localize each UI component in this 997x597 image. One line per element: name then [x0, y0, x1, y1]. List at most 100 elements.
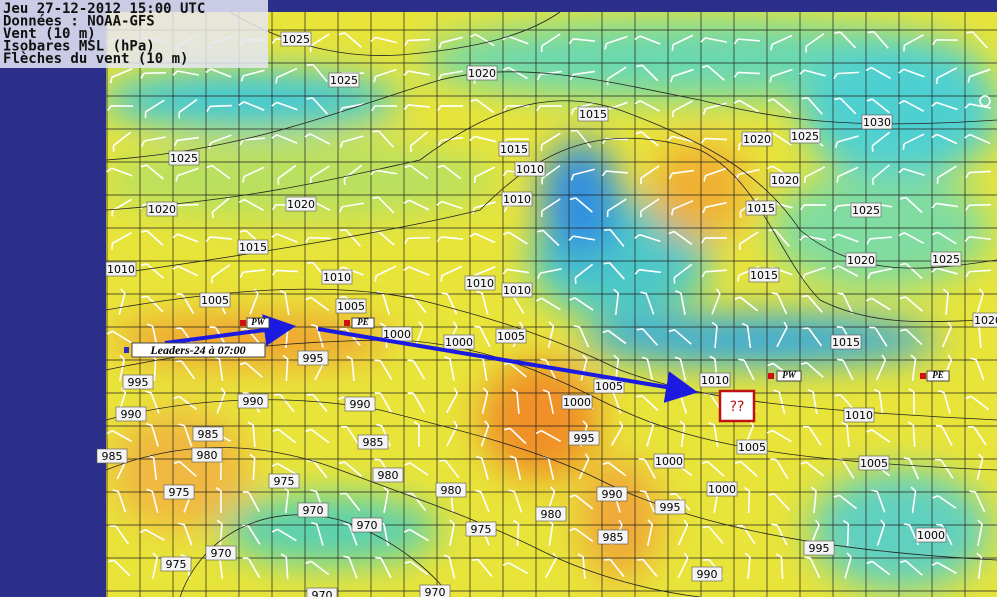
wind-arrow — [106, 330, 132, 344]
wind-arrow — [144, 99, 165, 118]
wind-arrow — [869, 326, 888, 347]
wind-arrow — [744, 486, 751, 514]
isobar-value: 1005 — [738, 441, 766, 454]
wind-arrow — [537, 268, 562, 279]
wind-arrow — [578, 453, 590, 480]
wind-arrow — [271, 269, 299, 276]
wind-arrow — [604, 558, 625, 578]
wind-arrow — [570, 129, 592, 149]
isobar-value: 1000 — [917, 529, 945, 542]
wind-arrow — [372, 196, 395, 214]
isobar-label: 1000 — [653, 453, 685, 469]
isobar-value: 1010 — [107, 263, 135, 276]
isobar-value: 990 — [602, 488, 623, 501]
wind-arrow — [247, 421, 256, 448]
wind-arrow — [671, 199, 694, 216]
wind-arrow — [239, 137, 266, 146]
isobar-label: 1010 — [514, 161, 546, 177]
wind-arrow — [173, 395, 198, 411]
wind-arrow — [899, 560, 923, 576]
wind-arrow — [832, 265, 859, 277]
isobar-value: 995 — [128, 376, 149, 389]
isobar-label-box — [466, 65, 498, 81]
wind-arrow — [140, 229, 164, 246]
isobar-label-box — [498, 141, 530, 157]
wind-arrow — [931, 231, 957, 245]
wind-arrow — [446, 387, 458, 414]
isobar-label: 1010 — [321, 269, 353, 285]
isobar-label-box — [192, 426, 224, 442]
wind-arrow — [741, 322, 752, 349]
isobar-label: 1015 — [577, 106, 609, 122]
wind-arrow — [502, 66, 528, 80]
wind-arrow — [536, 70, 563, 81]
isobar-value: 970 — [312, 589, 333, 597]
isobar-label-box — [653, 453, 685, 469]
isobar-label-box — [501, 191, 533, 207]
isobar-value: 985 — [363, 436, 384, 449]
wind-arrow — [249, 453, 256, 481]
unknown-marker: ?? — [730, 399, 745, 415]
wind-arrow — [537, 229, 560, 247]
isobar-value: 1010 — [466, 277, 494, 290]
wind-arrow — [311, 521, 324, 546]
wind-arrow — [106, 104, 134, 112]
wind-arrow — [602, 329, 627, 345]
isobar-label-box — [514, 161, 546, 177]
wind-arrow — [965, 395, 990, 411]
wind-arrow — [770, 458, 789, 479]
wind-arrow — [898, 100, 925, 112]
wind-arrow — [569, 197, 593, 213]
isobar-value: 1000 — [445, 336, 473, 349]
isobar-label-box — [830, 334, 862, 350]
wind-arrow — [504, 427, 527, 445]
wind-arrow — [734, 296, 759, 312]
wind-arrow — [866, 236, 893, 245]
wind-arrow — [976, 288, 984, 315]
wind-arrow — [898, 68, 925, 78]
isobar-value: 1010 — [516, 163, 544, 176]
isobar-value: 995 — [809, 542, 830, 555]
wind-arrow — [601, 170, 629, 177]
wind-arrow — [568, 38, 596, 45]
wind-arrow — [836, 166, 859, 183]
wind-arrow — [701, 237, 728, 244]
wind-arrow — [304, 236, 332, 243]
leaders-track — [164, 314, 698, 403]
wind-arrow — [768, 493, 791, 511]
wind-arrow — [837, 358, 854, 381]
wind-arrow — [702, 201, 727, 214]
wind-arrow — [242, 166, 265, 183]
isobar-label-box — [419, 584, 451, 597]
wind-arrow — [640, 291, 655, 315]
wind-arrow — [671, 34, 694, 51]
wind-arrow — [941, 321, 953, 348]
isobar-value: 980 — [197, 449, 218, 462]
wind-arrow — [145, 422, 159, 447]
wind-arrow — [340, 426, 360, 446]
wind-arrow — [834, 31, 857, 49]
land-mask — [0, 0, 106, 597]
wind-arrow — [172, 70, 199, 76]
isobar-label: 995 — [122, 374, 154, 390]
wind-arrow — [118, 288, 126, 315]
wind-arrow — [832, 233, 859, 243]
wind-arrow — [841, 421, 850, 448]
wind-arrow — [372, 130, 395, 148]
wind-arrow — [744, 552, 751, 580]
wind-arrow — [577, 553, 586, 580]
pe-tag: PE — [932, 370, 944, 380]
isobar-label-box — [435, 482, 467, 498]
wind-arrow — [211, 197, 231, 219]
isobar-label: 980 — [535, 506, 567, 522]
wind-arrow — [606, 198, 627, 217]
wind-arrow — [141, 295, 164, 313]
wind-arrow — [374, 359, 393, 380]
wind-arrow — [866, 98, 891, 114]
header-line: Flèches du vent (10 m) — [3, 51, 188, 67]
isobar-value: 1030 — [863, 116, 891, 129]
isobar-label: 970 — [306, 587, 338, 597]
wind-arrow — [215, 487, 222, 514]
wind-arrow — [282, 354, 289, 382]
